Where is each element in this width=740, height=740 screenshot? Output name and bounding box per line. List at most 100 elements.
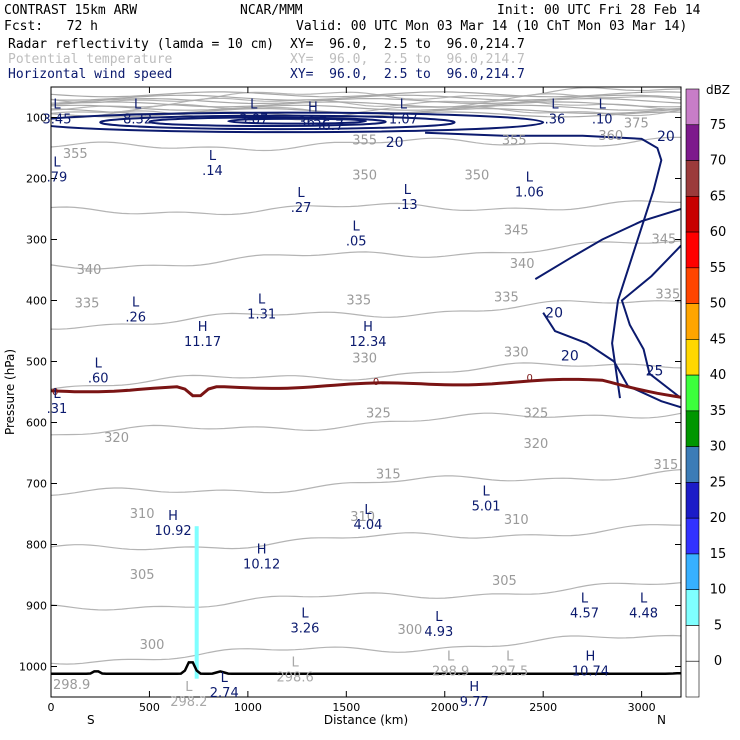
extremum-type: L — [185, 680, 193, 695]
theta-label: 310 — [504, 513, 529, 528]
extremum-type: H — [257, 543, 267, 558]
colorbar-label: 65 — [710, 189, 727, 204]
colorbar-bin — [685, 446, 700, 483]
extremum-value: 5.01 — [472, 500, 501, 515]
extremum-type: L — [258, 293, 266, 308]
x-tick-label: 0 — [48, 701, 55, 714]
colorbar-bin — [685, 482, 700, 519]
theta-label: 355 — [502, 134, 527, 149]
theta-label: 315 — [376, 467, 401, 482]
plot-frame — [50, 86, 682, 698]
theta-label: 345 — [504, 223, 529, 238]
wind-contour-jet — [51, 111, 545, 134]
colorbar-bin — [685, 303, 700, 340]
x-axis-label: Distance (km) — [324, 713, 408, 727]
theta-label: 320 — [524, 437, 549, 452]
colorbar-label: 35 — [710, 404, 727, 419]
theta-label: 360 — [598, 129, 623, 144]
theta-line-upper — [51, 98, 681, 105]
wind-label: 20 — [657, 129, 675, 145]
colorbar-bin — [685, 410, 700, 447]
extremum-type: L — [132, 296, 140, 311]
theta-label: 375 — [624, 117, 649, 132]
colorbar-label: 55 — [710, 261, 727, 276]
valid-time: Valid: 00 UTC Mon 03 Mar 14 (10 ChT Mon … — [296, 19, 688, 34]
extremum-value: 36.7 — [298, 115, 327, 130]
colorbar-bin — [685, 589, 700, 626]
theta-label: 298.9 — [53, 678, 90, 693]
theta-label: 340 — [510, 257, 535, 272]
extremum-type: L — [526, 171, 534, 186]
y-tick-label: 600 — [26, 417, 47, 430]
extremum-type: L — [297, 186, 305, 201]
theta-label: 335 — [655, 287, 680, 302]
org-title: NCAR/MMM — [240, 3, 303, 18]
reflectivity-spike — [194, 526, 199, 679]
theta-label: 315 — [653, 458, 678, 473]
extremum-type: L — [435, 610, 443, 625]
extremum-value: .26 — [125, 311, 146, 326]
extremum-type: H — [363, 320, 373, 335]
extremum-value: 9.77 — [460, 695, 489, 710]
extremum-value: 4.48 — [629, 606, 658, 621]
wind-contour-20c — [534, 208, 681, 281]
colorbar-label: 40 — [710, 368, 727, 383]
x-tick-label: 500 — [139, 701, 160, 714]
extremum-value: .27 — [291, 201, 312, 216]
theta-label: 310 — [350, 510, 375, 525]
extremum-type: L — [221, 671, 229, 686]
extremum-value: .13 — [397, 198, 418, 213]
field-name-reflectivity: Radar reflectivity (lamda = 10 cm) — [8, 37, 275, 52]
extremum-type: L — [447, 649, 455, 664]
theta-label: 310 — [130, 507, 155, 522]
theta-label: 355 — [63, 147, 88, 162]
field-xy-reflectivity: XY= 96.0, 2.5 to 96.0,214.7 — [290, 37, 525, 52]
colorbar-label: 70 — [710, 154, 727, 169]
theta-line — [51, 582, 681, 611]
extremum-type: H — [168, 509, 178, 524]
x-tick-label: 1500 — [332, 701, 360, 714]
extremum-value: 10.12 — [243, 558, 280, 573]
colorbar-bin — [685, 195, 700, 233]
theta-contours — [51, 87, 681, 665]
colorbar-bin — [685, 553, 700, 591]
wind-contour-jet — [99, 114, 456, 131]
freezing-level-label: 0 — [526, 373, 532, 384]
wind-contours — [51, 111, 681, 409]
wind-contour-jet — [227, 117, 367, 125]
theta-line — [51, 136, 681, 152]
colorbar-bin — [685, 374, 700, 412]
extremum-value: .60 — [88, 372, 109, 387]
theta-line-upper — [51, 101, 681, 108]
y-tick-label: 200 — [26, 173, 47, 186]
wind-label: 20 — [545, 306, 563, 322]
theta-line — [51, 200, 681, 216]
theta-line — [51, 634, 681, 665]
theta-line — [51, 412, 681, 436]
colorbar-label: 15 — [710, 547, 727, 562]
theta-line — [51, 99, 681, 114]
extremum-value: .36 — [545, 112, 566, 127]
x-end-label-left: S — [87, 713, 95, 727]
theta-label: 335 — [494, 290, 519, 305]
forecast-hour: Fcst: 72 h — [4, 19, 98, 34]
colorbar-label: 25 — [710, 475, 727, 490]
extremum-type: L — [209, 149, 217, 164]
theta-label: 305 — [492, 574, 517, 589]
theta-line-upper — [51, 94, 681, 101]
x-tick-label: 2000 — [431, 701, 459, 714]
terrain-line — [51, 661, 681, 676]
extremum-type: L — [599, 97, 607, 112]
colorbar-bin — [685, 517, 700, 555]
axes: 0 500 1000 1500 2000 2500 30001002003004005006… — [3, 86, 682, 727]
extremum-value: 8.32 — [123, 112, 152, 127]
wind-contour-25 — [620, 244, 681, 399]
x-tick-label: 1000 — [234, 701, 262, 714]
extremum-value: .79 — [47, 170, 68, 185]
theta-label: 355 — [352, 134, 377, 149]
extremum-value: 4.57 — [570, 606, 599, 621]
theta-label: 335 — [346, 294, 371, 309]
extremum-type: L — [95, 357, 103, 372]
extremum-value: 1.31 — [247, 308, 276, 323]
